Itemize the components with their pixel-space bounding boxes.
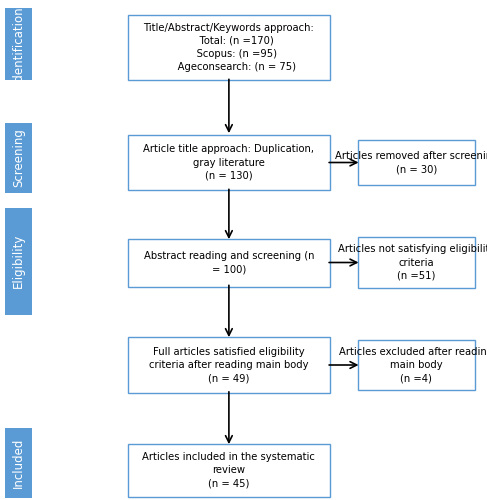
- Text: Eligibility: Eligibility: [12, 234, 25, 288]
- FancyBboxPatch shape: [5, 208, 32, 315]
- FancyBboxPatch shape: [128, 444, 330, 496]
- Text: Identification: Identification: [12, 5, 25, 82]
- Text: Article title approach: Duplication,
gray literature
(n = 130): Article title approach: Duplication, gra…: [143, 144, 315, 180]
- FancyBboxPatch shape: [357, 140, 475, 185]
- FancyBboxPatch shape: [5, 428, 32, 498]
- FancyBboxPatch shape: [357, 340, 475, 390]
- FancyBboxPatch shape: [128, 14, 330, 80]
- Text: Articles removed after screening
(n = 30): Articles removed after screening (n = 30…: [335, 151, 487, 174]
- FancyBboxPatch shape: [128, 238, 330, 286]
- FancyBboxPatch shape: [357, 238, 475, 288]
- Text: Included: Included: [12, 438, 25, 488]
- Text: Articles excluded after reading
main body
(n =4): Articles excluded after reading main bod…: [339, 347, 487, 383]
- FancyBboxPatch shape: [5, 122, 32, 192]
- FancyBboxPatch shape: [5, 8, 32, 80]
- FancyBboxPatch shape: [128, 337, 330, 393]
- Text: Screening: Screening: [12, 128, 25, 187]
- FancyBboxPatch shape: [128, 134, 330, 190]
- Text: Articles not satisfying eligibility
criteria
(n =51): Articles not satisfying eligibility crit…: [338, 244, 487, 280]
- Text: Articles included in the systematic
review
(n = 45): Articles included in the systematic revi…: [143, 452, 315, 488]
- Text: Full articles satisfied eligibility
criteria after reading main body
(n = 49): Full articles satisfied eligibility crit…: [149, 347, 309, 383]
- Text: Abstract reading and screening (n
= 100): Abstract reading and screening (n = 100): [144, 251, 314, 274]
- Text: Title/Abstract/Keywords approach:
     Total: (n =170)
     Scopus: (n =95)
    : Title/Abstract/Keywords approach: Total:…: [144, 22, 314, 72]
